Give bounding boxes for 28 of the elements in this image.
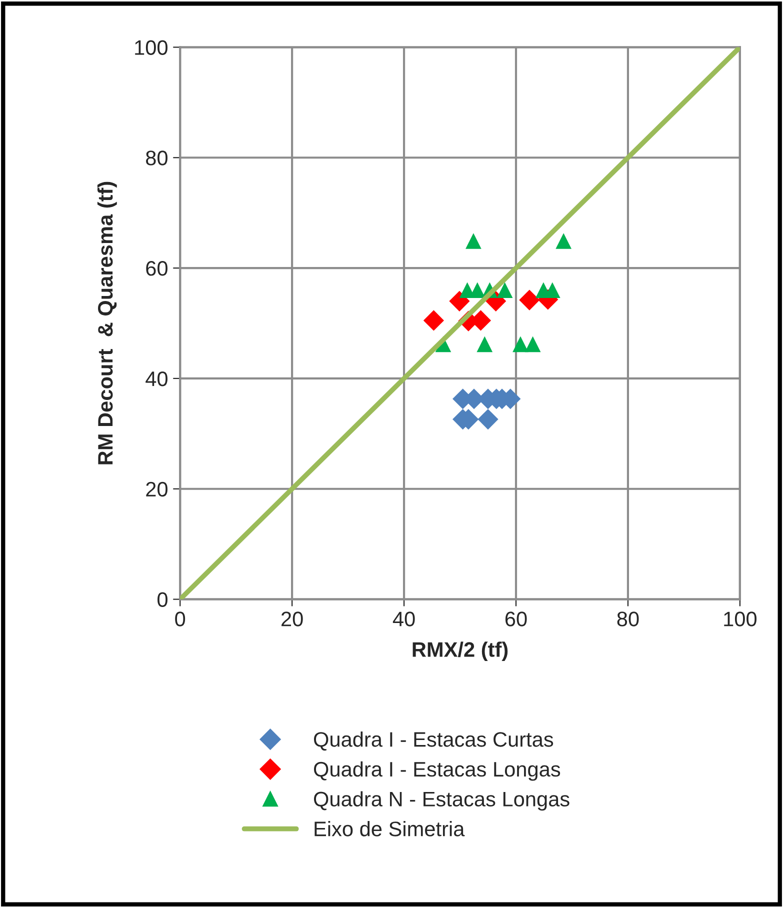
x-tick-label: 100 bbox=[724, 612, 756, 626]
point bbox=[478, 409, 498, 430]
legend-label: Quadra I - Estacas Longas bbox=[314, 761, 560, 781]
point bbox=[423, 310, 444, 331]
x-tick-label: 40 bbox=[392, 612, 415, 626]
legend-label: Quadra I - Estacas Curtas bbox=[314, 732, 554, 751]
y-axis-title: RM Decourt & Quaresma (tf) bbox=[97, 182, 117, 464]
y-tick-label: 0 bbox=[158, 592, 168, 608]
point bbox=[556, 233, 572, 249]
legend-label: Quadra N - Estacas Longas bbox=[314, 791, 570, 811]
legend-label: Eixo de Simetria bbox=[314, 821, 465, 836]
x-tick-label: 60 bbox=[505, 612, 527, 626]
point bbox=[449, 290, 470, 312]
y-tick-label: 60 bbox=[146, 261, 168, 276]
point bbox=[476, 336, 493, 352]
point bbox=[512, 336, 528, 352]
x-tick-label: 80 bbox=[617, 612, 639, 626]
point bbox=[519, 290, 540, 310]
y-tick-label: 100 bbox=[135, 40, 168, 55]
x-tick-label: 20 bbox=[282, 612, 303, 626]
x-tick-label: 0 bbox=[175, 612, 186, 626]
y-tick-label: 20 bbox=[146, 482, 168, 497]
y-tick-label: 80 bbox=[146, 150, 168, 166]
point bbox=[496, 282, 513, 298]
point bbox=[466, 233, 482, 249]
y-tick-label: 40 bbox=[146, 371, 168, 386]
point bbox=[524, 336, 541, 352]
x-axis-title: RMX/2 (tf) bbox=[412, 642, 508, 662]
